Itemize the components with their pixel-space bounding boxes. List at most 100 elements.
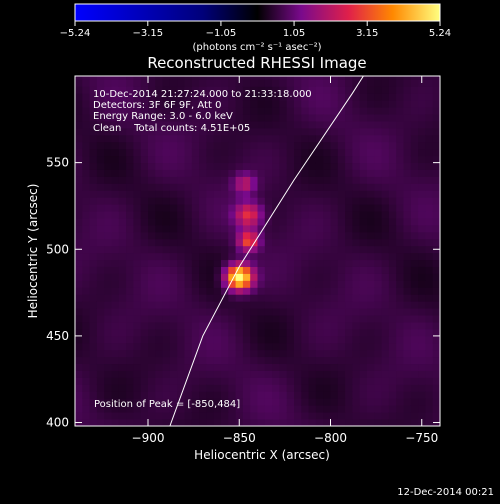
- heatmap-cell: [177, 176, 185, 184]
- heatmap-cell: [213, 86, 222, 94]
- heatmap-cell: [388, 134, 397, 143]
- heatmap-cell: [206, 218, 215, 226]
- heatmap-cell: [337, 155, 346, 164]
- heatmap-cell: [126, 294, 134, 302]
- heatmap-cell: [308, 197, 317, 205]
- heatmap-cell: [126, 335, 134, 344]
- colorbar-tick-label: −5.24: [60, 28, 91, 39]
- heatmap-cell: [308, 328, 317, 337]
- heatmap-cell: [213, 204, 222, 212]
- heatmap-cell: [418, 391, 426, 399]
- heatmap-cell: [352, 76, 361, 80]
- heatmap-cell: [330, 169, 339, 177]
- heatmap-cell: [89, 294, 98, 302]
- heatmap-cell: [111, 405, 120, 413]
- heatmap-cell: [242, 273, 251, 281]
- heatmap-cell: [126, 322, 134, 330]
- heatmap-cell: [75, 79, 83, 87]
- heatmap-cell: [330, 197, 339, 205]
- heatmap-cell: [388, 169, 397, 177]
- heatmap-cell: [104, 301, 112, 309]
- heatmap-cell: [191, 301, 200, 309]
- heatmap-cell: [206, 190, 215, 198]
- heatmap-cell: [301, 294, 309, 302]
- heatmap-cell: [104, 266, 112, 274]
- heatmap-cell: [418, 79, 426, 87]
- heatmap-cell: [111, 162, 120, 170]
- heatmap-cell: [228, 405, 236, 413]
- heatmap-cell: [111, 218, 120, 226]
- heatmap-cell: [82, 197, 90, 205]
- heatmap-cell: [169, 398, 178, 406]
- heatmap-cell: [286, 266, 295, 274]
- heatmap-cell: [279, 266, 288, 274]
- heatmap-cell: [89, 79, 98, 87]
- heatmap-cell: [323, 121, 331, 129]
- heatmap-cell: [89, 391, 98, 399]
- heatmap-cell: [191, 204, 200, 212]
- heatmap-cell: [367, 273, 375, 281]
- heatmap-cell: [345, 370, 353, 378]
- heatmap-cell: [388, 197, 397, 205]
- heatmap-cell: [359, 328, 368, 337]
- heatmap-cell: [206, 100, 215, 108]
- heatmap-cell: [206, 294, 215, 302]
- heatmap-cell: [133, 294, 142, 302]
- heatmap-cell: [213, 155, 222, 164]
- heatmap-cell: [118, 121, 127, 129]
- heatmap-cell: [140, 384, 149, 392]
- heatmap-cell: [111, 377, 120, 385]
- heatmap-cell: [111, 169, 120, 177]
- heatmap-cell: [272, 391, 280, 399]
- heatmap-cell: [133, 238, 142, 247]
- heatmap-cell: [410, 370, 419, 378]
- heatmap-cell: [315, 419, 324, 426]
- heatmap-cell: [381, 349, 390, 358]
- heatmap-cell: [257, 273, 266, 281]
- heatmap-cell: [308, 169, 317, 177]
- heatmap-cell: [162, 176, 171, 184]
- heatmap-cell: [213, 405, 222, 413]
- heatmap-cell: [286, 356, 295, 365]
- heatmap-cell: [184, 204, 193, 212]
- heatmap-cell: [418, 322, 426, 330]
- heatmap-cell: [272, 252, 280, 261]
- heatmap-cell: [221, 259, 229, 267]
- heatmap-cell: [381, 377, 390, 385]
- heatmap-cell: [184, 169, 193, 177]
- heatmap-cell: [388, 93, 397, 101]
- heatmap-cell: [381, 245, 390, 254]
- heatmap-cell: [250, 114, 258, 122]
- heatmap-cell: [104, 308, 112, 316]
- heatmap-cell: [396, 121, 404, 129]
- heatmap-cell: [199, 412, 207, 420]
- heatmap-cell: [242, 190, 251, 198]
- heatmap-cell: [133, 148, 142, 157]
- heatmap-cell: [140, 107, 149, 115]
- heatmap-cell: [374, 349, 382, 358]
- heatmap-cell: [367, 183, 375, 191]
- heatmap-cell: [118, 211, 127, 219]
- heatmap-cell: [75, 121, 83, 129]
- heatmap-cell: [279, 121, 288, 129]
- heatmap-cell: [82, 405, 90, 413]
- heatmap-cell: [162, 259, 171, 267]
- heatmap-cell: [213, 384, 222, 392]
- heatmap-cell: [345, 197, 353, 205]
- heatmap-cell: [337, 134, 346, 143]
- heatmap-cell: [242, 176, 251, 184]
- heatmap-cell: [250, 100, 258, 108]
- heatmap-cell: [381, 155, 390, 164]
- heatmap-cell: [140, 259, 149, 267]
- heatmap-cell: [396, 252, 404, 261]
- heatmap-cell: [315, 114, 324, 122]
- heatmap-cell: [162, 204, 171, 212]
- heatmap-cell: [345, 245, 353, 254]
- heatmap-cell: [315, 176, 324, 184]
- heatmap-cell: [352, 231, 361, 240]
- heatmap-cell: [257, 328, 266, 337]
- heatmap-cell: [294, 315, 302, 323]
- heatmap-cell: [140, 280, 149, 288]
- heatmap-cell: [257, 259, 266, 267]
- solar-limb-line: [169, 76, 364, 426]
